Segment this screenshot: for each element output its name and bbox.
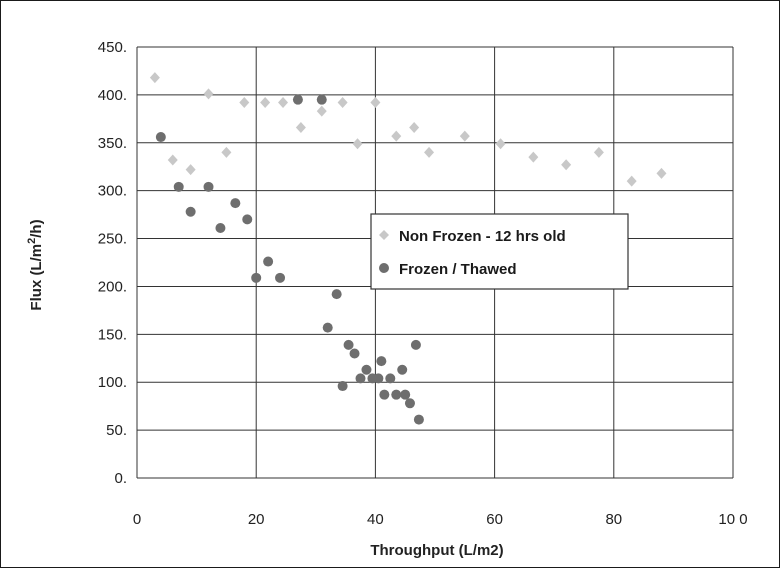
data-point-non-frozen [424, 146, 435, 158]
data-point-frozen [343, 339, 354, 350]
data-point-frozen [316, 94, 327, 105]
x-axis-title: Throughput (L/m2) [370, 542, 503, 559]
data-point-frozen [230, 198, 241, 209]
data-point-non-frozen [295, 121, 306, 133]
y-tick-label: 300. [98, 183, 127, 200]
data-point-non-frozen [593, 146, 604, 158]
data-point-non-frozen [561, 159, 572, 171]
data-point-frozen [263, 256, 274, 267]
grid-lines [136, 46, 734, 479]
legend-marker-frozen [379, 263, 389, 273]
data-point-frozen [203, 181, 214, 192]
y-axis-title: Flux (L/m2/h) [26, 219, 45, 310]
data-point-frozen [404, 398, 415, 409]
data-point-non-frozen [459, 130, 470, 142]
data-point-non-frozen [409, 121, 420, 133]
data-point-non-frozen [626, 175, 637, 187]
data-point-non-frozen [185, 164, 196, 176]
data-point-frozen [397, 364, 408, 375]
data-point-frozen [413, 414, 424, 425]
data-point-frozen [379, 389, 390, 400]
data-point-non-frozen [495, 138, 506, 150]
data-point-non-frozen [337, 97, 348, 109]
x-tick-label: 40 [367, 511, 384, 528]
y-tick-label: 450. [98, 39, 127, 56]
data-point-non-frozen [239, 97, 250, 109]
data-point-frozen [373, 373, 384, 384]
data-point-frozen [185, 206, 196, 217]
legend-label-non-frozen: Non Frozen - 12 hrs old [399, 228, 566, 245]
data-point-frozen [173, 181, 184, 192]
data-point-non-frozen [316, 105, 327, 117]
data-point-non-frozen [278, 97, 289, 109]
y-axis-title-sup: 2 [26, 238, 38, 244]
legend-marker-non-frozen [379, 230, 389, 240]
data-point-frozen [322, 322, 333, 333]
data-point-non-frozen [167, 154, 178, 166]
data-point-non-frozen [260, 97, 271, 109]
x-tick-label: 20 [248, 511, 265, 528]
y-tick-label: 100. [98, 374, 127, 391]
data-point-frozen [337, 381, 348, 392]
data-point-non-frozen [656, 167, 667, 179]
x-tick-label: 80 [605, 511, 622, 528]
y-axis-title-main: Flux (L/m [28, 244, 45, 311]
data-point-frozen [242, 214, 253, 225]
y-axis-title-end: /h) [28, 219, 45, 237]
x-tick-label: 60 [486, 511, 503, 528]
data-point-non-frozen [391, 130, 402, 142]
legend: Non Frozen - 12 hrs old Frozen / Thawed [370, 213, 629, 290]
tick-labels: 0. 50. 100. 150. 200. 250. 300. 350. 400. 450. 0 20… [98, 39, 748, 528]
data-point-frozen [215, 223, 226, 234]
data-point-frozen [391, 389, 402, 400]
x-tick-label: 0 [133, 511, 141, 528]
y-tick-label: 250. [98, 231, 127, 248]
data-point-non-frozen [203, 88, 214, 100]
data-point-frozen [292, 94, 303, 105]
data-point-non-frozen [149, 72, 160, 84]
data-point-non-frozen [370, 97, 381, 109]
data-points [149, 72, 667, 425]
data-point-frozen [251, 272, 262, 283]
y-tick-label: 200. [98, 278, 127, 295]
legend-box [370, 213, 629, 290]
data-point-frozen [385, 373, 396, 384]
data-point-frozen [331, 289, 342, 300]
legend-label-frozen: Frozen / Thawed [399, 261, 517, 278]
data-point-non-frozen [221, 146, 232, 158]
x-tick-label: 10 0 [718, 511, 747, 528]
data-point-frozen [376, 356, 387, 367]
data-point-frozen [349, 348, 360, 359]
data-point-frozen [155, 132, 166, 143]
data-point-non-frozen [528, 151, 539, 163]
y-tick-label: 150. [98, 326, 127, 343]
y-tick-label: 350. [98, 135, 127, 152]
data-point-frozen [275, 272, 286, 283]
data-point-frozen [410, 339, 421, 350]
y-tick-label: 50. [106, 422, 127, 439]
data-point-frozen [361, 364, 372, 375]
y-tick-label: 400. [98, 87, 127, 104]
data-point-non-frozen [352, 138, 363, 150]
data-point-frozen [355, 373, 366, 384]
y-tick-label: 0. [114, 470, 127, 487]
data-point-frozen [400, 389, 411, 400]
